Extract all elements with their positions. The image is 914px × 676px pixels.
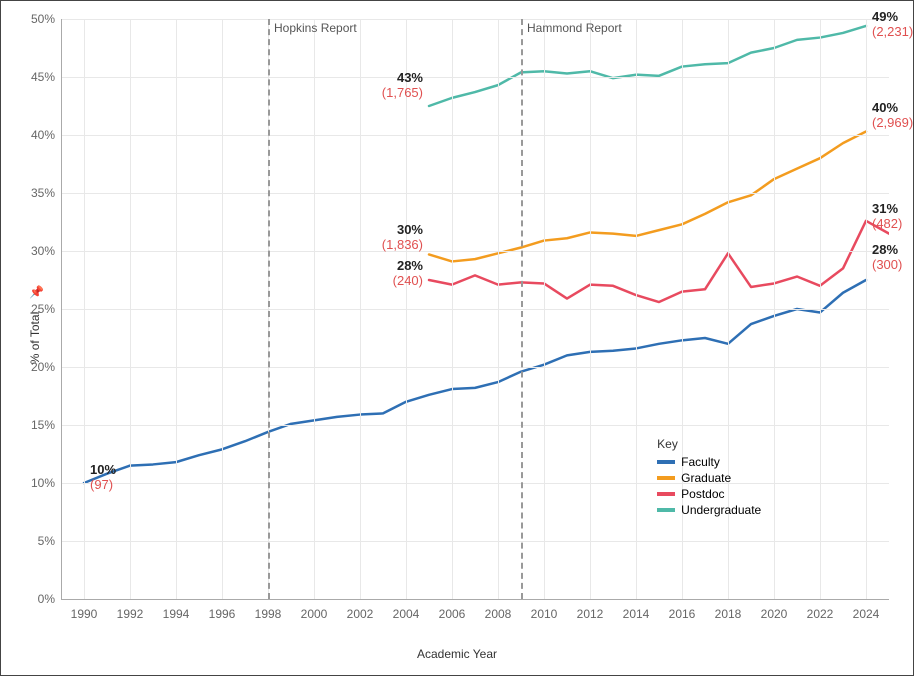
series-graduate [429,132,866,262]
y-tick-label: 0% [38,592,55,606]
y-tick-label: 20% [31,360,55,374]
x-tick-label: 1998 [255,607,282,621]
x-tick-label: 2014 [623,607,650,621]
data-point-label: 49%(2,231) [872,10,913,40]
y-tick-label: 35% [31,186,55,200]
legend-item: Faculty [657,455,761,469]
x-tick-label: 1990 [71,607,98,621]
x-tick-label: 2018 [715,607,742,621]
legend-item: Undergraduate [657,503,761,517]
y-axis-label: % of Total [28,312,42,364]
gridline-h [61,367,889,368]
gridline-v [84,19,85,599]
data-point-label: 10%(97) [90,463,116,493]
x-tick-label: 2010 [531,607,558,621]
x-tick-label: 1992 [117,607,144,621]
gridline-v [406,19,407,599]
gridline-h [61,135,889,136]
y-tick-label: 50% [31,12,55,26]
data-point-label: 40%(2,969) [872,101,913,131]
legend-swatch [657,460,675,464]
gridline-v [130,19,131,599]
gridline-v [866,19,867,599]
legend-item: Graduate [657,471,761,485]
data-point-label: 28%(300) [872,243,902,273]
data-point-label: 43%(1,765) [382,71,423,101]
reference-line [521,19,523,599]
x-tick-label: 2016 [669,607,696,621]
gridline-v [360,19,361,599]
y-tick-label: 45% [31,70,55,84]
legend-item: Postdoc [657,487,761,501]
gridline-v [314,19,315,599]
y-tick-label: 5% [38,534,55,548]
gridline-v [452,19,453,599]
gridline-h [61,77,889,78]
y-tick-label: 25% [31,302,55,316]
gridline-h [61,425,889,426]
gridline-v [820,19,821,599]
reference-line-label: Hopkins Report [274,21,357,35]
gridline-h [61,309,889,310]
x-tick-label: 2000 [301,607,328,621]
gridline-v [544,19,545,599]
x-tick-label: 2020 [761,607,788,621]
y-axis-line [61,19,62,599]
y-tick-label: 15% [31,418,55,432]
reference-line-label: Hammond Report [527,21,622,35]
legend-title: Key [657,437,761,451]
data-point-label: 28%(240) [393,259,423,289]
gridline-h [61,251,889,252]
series-undergraduate [429,26,866,106]
gridline-v [636,19,637,599]
gridline-h [61,193,889,194]
pin-icon: 📌 [29,285,44,299]
x-tick-label: 2002 [347,607,374,621]
chart-container: % of Total 📌 Academic Year Hopkins Repor… [0,0,914,676]
legend-swatch [657,492,675,496]
x-tick-label: 2008 [485,607,512,621]
legend-label: Faculty [681,455,720,469]
reference-line [268,19,270,599]
x-tick-label: 2004 [393,607,420,621]
legend: Key Faculty Graduate Postdoc Undergraduate [657,437,761,519]
legend-swatch [657,476,675,480]
gridline-v [498,19,499,599]
gridline-h [61,483,889,484]
x-tick-label: 2024 [853,607,880,621]
y-tick-label: 40% [31,128,55,142]
x-tick-label: 2022 [807,607,834,621]
x-tick-label: 2012 [577,607,604,621]
x-tick-label: 1996 [209,607,236,621]
y-tick-label: 10% [31,476,55,490]
data-point-label: 31%(482) [872,202,902,232]
x-axis-label: Academic Year [417,647,497,661]
legend-label: Undergraduate [681,503,761,517]
plot-area: Hopkins Report Hammond Report 10%(97) 43%(1… [61,19,889,599]
gridline-v [590,19,591,599]
y-tick-label: 30% [31,244,55,258]
data-point-label: 30%(1,836) [382,223,423,253]
legend-label: Graduate [681,471,731,485]
gridline-v [774,19,775,599]
x-tick-label: 2006 [439,607,466,621]
gridline-h [61,541,889,542]
gridline-v [222,19,223,599]
x-tick-label: 1994 [163,607,190,621]
legend-label: Postdoc [681,487,724,501]
legend-swatch [657,508,675,512]
x-axis-line [61,599,889,600]
gridline-h [61,19,889,20]
gridline-v [176,19,177,599]
